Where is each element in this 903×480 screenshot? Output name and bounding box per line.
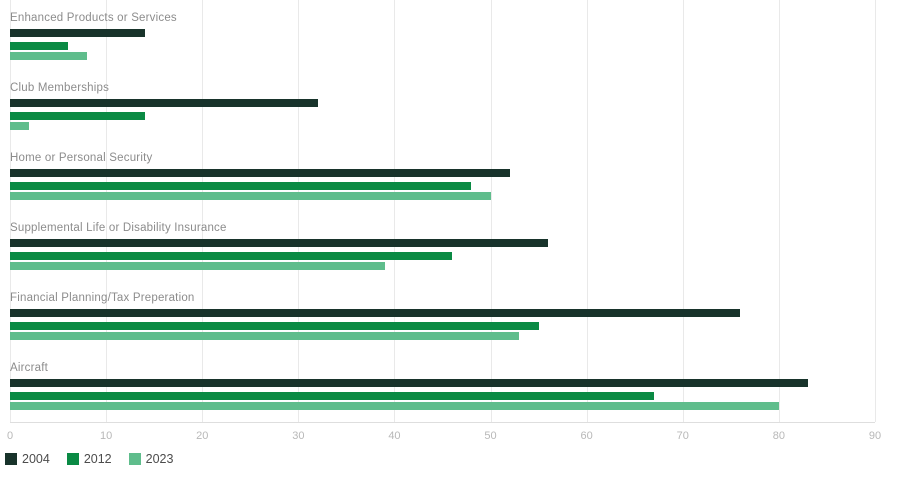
legend-item-2012: 2012 — [66, 452, 112, 466]
category-group: Enhanced Products or Services — [0, 0, 903, 70]
x-tick-label: 80 — [772, 430, 785, 442]
legend-item-2004: 2004 — [5, 452, 50, 466]
gridline — [394, 0, 396, 422]
bar-2004 — [10, 309, 741, 317]
legend-item-2023: 2023 — [128, 452, 174, 466]
legend-label: 2004 — [22, 452, 50, 466]
bar-2004 — [10, 239, 549, 247]
x-tick-label: 70 — [676, 430, 689, 442]
bar-2023 — [10, 122, 30, 130]
category-group: Financial Planning/Tax Preperation — [0, 280, 903, 350]
legend-swatch-2012 — [66, 453, 79, 465]
category-label: Aircraft — [10, 362, 49, 374]
bar-2012 — [10, 391, 654, 400]
bar-2023 — [10, 262, 385, 270]
legend-label: 2012 — [83, 452, 112, 466]
gridline — [875, 0, 876, 422]
x-axis-line — [10, 422, 875, 423]
x-tick-label: 0 — [6, 430, 14, 442]
bar-2012 — [10, 111, 145, 120]
legend: 2004 2012 2023 — [5, 452, 190, 466]
legend-swatch-2023 — [128, 453, 141, 465]
bar-2004 — [10, 29, 145, 37]
category-group: Aircraft — [0, 350, 903, 420]
bar-2023 — [10, 332, 520, 340]
category-label: Home or Personal Security — [10, 152, 153, 164]
x-tick-label: 10 — [99, 430, 113, 442]
x-tick-label: 40 — [388, 430, 401, 442]
category-group: Home or Personal Security — [0, 140, 903, 210]
category-label: Enhanced Products or Services — [10, 12, 177, 24]
x-tick-label: 20 — [196, 430, 209, 442]
category-group: Supplemental Life or Disability Insuranc… — [0, 210, 903, 280]
bar-2023 — [10, 192, 491, 200]
gridline — [490, 0, 492, 422]
x-tick-label: 30 — [292, 430, 305, 442]
bar-2012 — [10, 41, 68, 50]
category-group: Club Memberships — [0, 70, 903, 140]
bar-2023 — [10, 52, 87, 60]
bar-2004 — [10, 379, 808, 387]
gridline — [682, 0, 684, 422]
bar-2023 — [10, 402, 779, 410]
category-label: Club Memberships — [10, 82, 110, 94]
bar-2004 — [10, 169, 510, 177]
legend-label: 2023 — [145, 452, 174, 466]
gridline — [106, 0, 108, 422]
x-tick-label: 60 — [580, 430, 593, 442]
gridline — [586, 0, 588, 422]
gridline — [202, 0, 204, 422]
category-label: Supplemental Life or Disability Insuranc… — [10, 222, 227, 234]
legend-swatch-2004 — [5, 453, 17, 465]
x-tick-label: 50 — [484, 430, 497, 442]
bar-2004 — [10, 99, 318, 107]
gridline — [10, 0, 11, 422]
bar-2012 — [10, 181, 472, 190]
bar-2012 — [10, 321, 539, 330]
gridline — [778, 0, 780, 422]
bar-2012 — [10, 251, 453, 260]
x-tick-label: 90 — [868, 430, 882, 442]
category-label: Financial Planning/Tax Preperation — [10, 292, 195, 304]
gridline — [298, 0, 300, 422]
